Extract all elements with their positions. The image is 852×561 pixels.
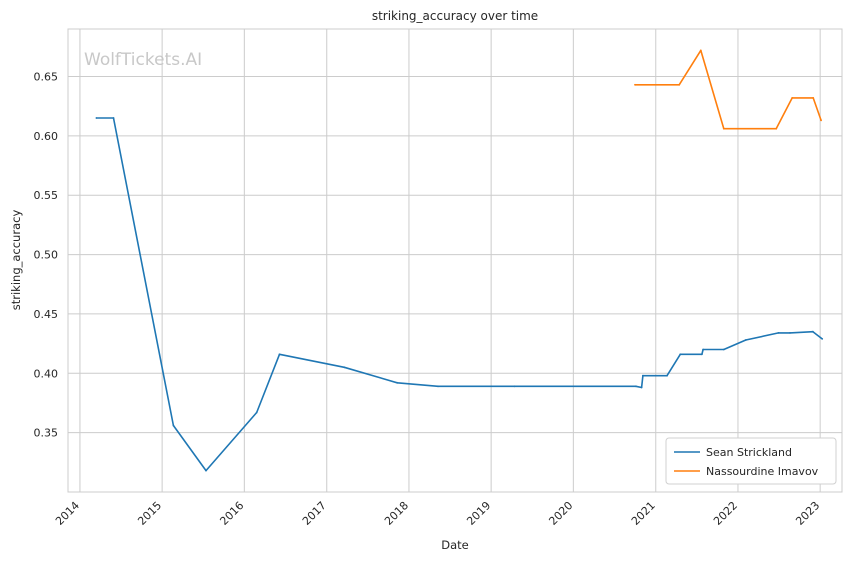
legend-label-sean-strickland: Sean Strickland <box>706 446 792 459</box>
data-point-sean-strickland-4 <box>255 411 258 414</box>
x-tick-label-2014: 2014 <box>53 499 82 528</box>
x-tick-label-2023: 2023 <box>793 499 822 528</box>
chart-title: striking_accuracy over time <box>372 9 538 23</box>
y-axis-label: striking_accuracy <box>9 210 23 311</box>
x-axis-label: Date <box>441 538 469 552</box>
data-point-sean-strickland-11 <box>640 386 643 389</box>
data-point-sean-strickland-20 <box>789 332 791 334</box>
legend-box <box>665 437 837 485</box>
grid-lines <box>68 29 842 492</box>
y-tick-label-0-65: 0.65 <box>34 70 59 83</box>
data-point-nassourdine-imavov-5 <box>791 97 794 99</box>
data-point-sean-strickland-5 <box>278 353 281 356</box>
data-point-nassourdine-imavov-2 <box>699 49 702 52</box>
y-tick-label-0-60: 0.60 <box>34 130 59 143</box>
legend-label-nassourdine-imavov: Nassourdine Imavov <box>706 465 819 478</box>
data-point-sean-strickland-22 <box>821 338 824 340</box>
data-point-nassourdine-imavov-3 <box>722 127 725 130</box>
data-point-sean-strickland-16 <box>702 348 704 351</box>
plot-area <box>68 29 842 492</box>
y-tick-label-0-50: 0.50 <box>34 249 59 262</box>
y-tick-label-0-45: 0.45 <box>34 308 59 321</box>
data-point-sean-strickland-15 <box>701 353 703 356</box>
data-point-sean-strickland-21 <box>812 330 814 333</box>
x-tick-label-2016: 2016 <box>217 499 246 528</box>
data-point-sean-strickland-18 <box>744 339 747 341</box>
data-point-nassourdine-imavov-1 <box>678 83 681 86</box>
series-line-nassourdine-imavov <box>635 49 822 130</box>
data-point-sean-strickland-6 <box>343 366 346 369</box>
x-tick-label-2022: 2022 <box>711 499 740 528</box>
x-tick-label-2015: 2015 <box>135 499 164 528</box>
data-point-nassourdine-imavov-0 <box>634 83 636 86</box>
data-point-nassourdine-imavov-4 <box>775 127 778 130</box>
data-point-sean-strickland-2 <box>172 424 175 427</box>
y-axis-ticks: 0.35 0.40 0.45 0.50 0.55 0.60 0.65 <box>34 70 59 439</box>
data-point-sean-strickland-19 <box>777 332 780 334</box>
data-point-nassourdine-imavov-7 <box>820 119 822 122</box>
x-axis-ticks: 2014 2015 2016 2017 2018 2019 2020 2021 2022 2023 <box>53 499 822 528</box>
y-tick-label-0-35: 0.35 <box>34 427 59 440</box>
x-tick-label-2017: 2017 <box>300 499 329 528</box>
data-point-sean-strickland-7 <box>396 381 399 384</box>
data-point-sean-strickland-3 <box>205 469 207 472</box>
y-tick-label-0-40: 0.40 <box>34 367 59 380</box>
series-layer <box>95 49 824 472</box>
data-point-sean-strickland-12 <box>642 374 644 377</box>
data-point-sean-strickland-0 <box>95 117 98 119</box>
data-point-sean-strickland-8 <box>437 385 439 388</box>
x-tick-label-2021: 2021 <box>629 499 658 528</box>
data-point-sean-strickland-9 <box>513 385 516 388</box>
data-point-sean-strickland-1 <box>112 117 115 119</box>
plot-frame <box>67 28 843 493</box>
x-tick-label-2019: 2019 <box>464 499 493 528</box>
data-point-nassourdine-imavov-6 <box>812 97 815 99</box>
legend: Sean Strickland Nassourdine Imavov <box>665 437 837 485</box>
data-point-sean-strickland-17 <box>722 348 725 351</box>
watermark: WolfTickets.AI <box>84 50 202 70</box>
y-tick-label-0-55: 0.55 <box>34 189 59 202</box>
data-point-sean-strickland-10 <box>635 385 637 388</box>
x-tick-label-2018: 2018 <box>382 499 411 528</box>
data-point-sean-strickland-14 <box>679 353 682 356</box>
data-point-sean-strickland-13 <box>666 374 668 377</box>
x-tick-label-2020: 2020 <box>546 499 575 528</box>
